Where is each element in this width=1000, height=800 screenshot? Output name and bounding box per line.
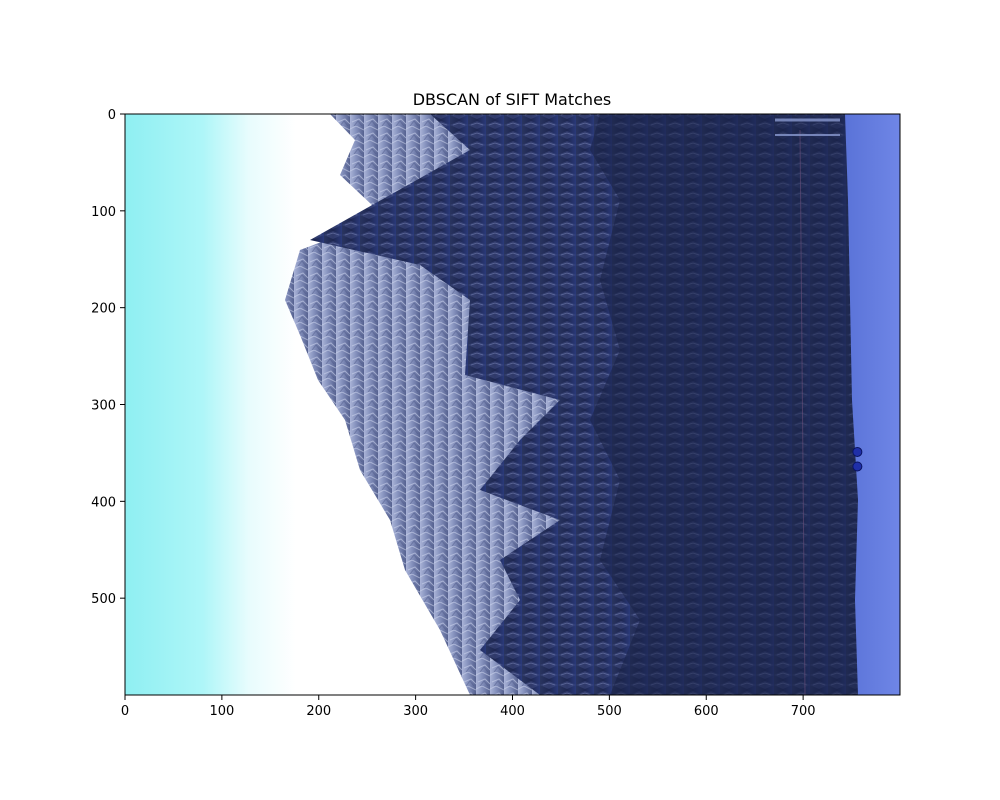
scatter-points: [852, 446, 863, 472]
background-photo: [125, 114, 900, 695]
y-axis: 0 100 200 300 400 500: [91, 108, 125, 607]
x-tick-label: 700: [791, 704, 816, 719]
scatter-point: [852, 446, 863, 457]
x-tick-label: 600: [694, 704, 719, 719]
y-tick-label: 500: [91, 592, 116, 607]
x-tick-label: 0: [121, 704, 129, 719]
y-tick-label: 200: [91, 302, 116, 317]
x-tick-label: 200: [306, 704, 331, 719]
y-tick-label: 400: [91, 495, 116, 510]
y-tick-label: 300: [91, 399, 116, 414]
x-tick-label: 400: [500, 704, 525, 719]
scatter-point: [852, 461, 863, 472]
x-axis: 0 100 200 300 400 500 600 700: [121, 695, 816, 719]
y-tick-label: 0: [108, 108, 116, 123]
x-tick-label: 100: [209, 704, 234, 719]
chart-title: DBSCAN of SIFT Matches: [413, 90, 612, 109]
x-tick-label: 300: [403, 704, 428, 719]
y-tick-label: 100: [91, 205, 116, 220]
x-tick-label: 500: [597, 704, 622, 719]
